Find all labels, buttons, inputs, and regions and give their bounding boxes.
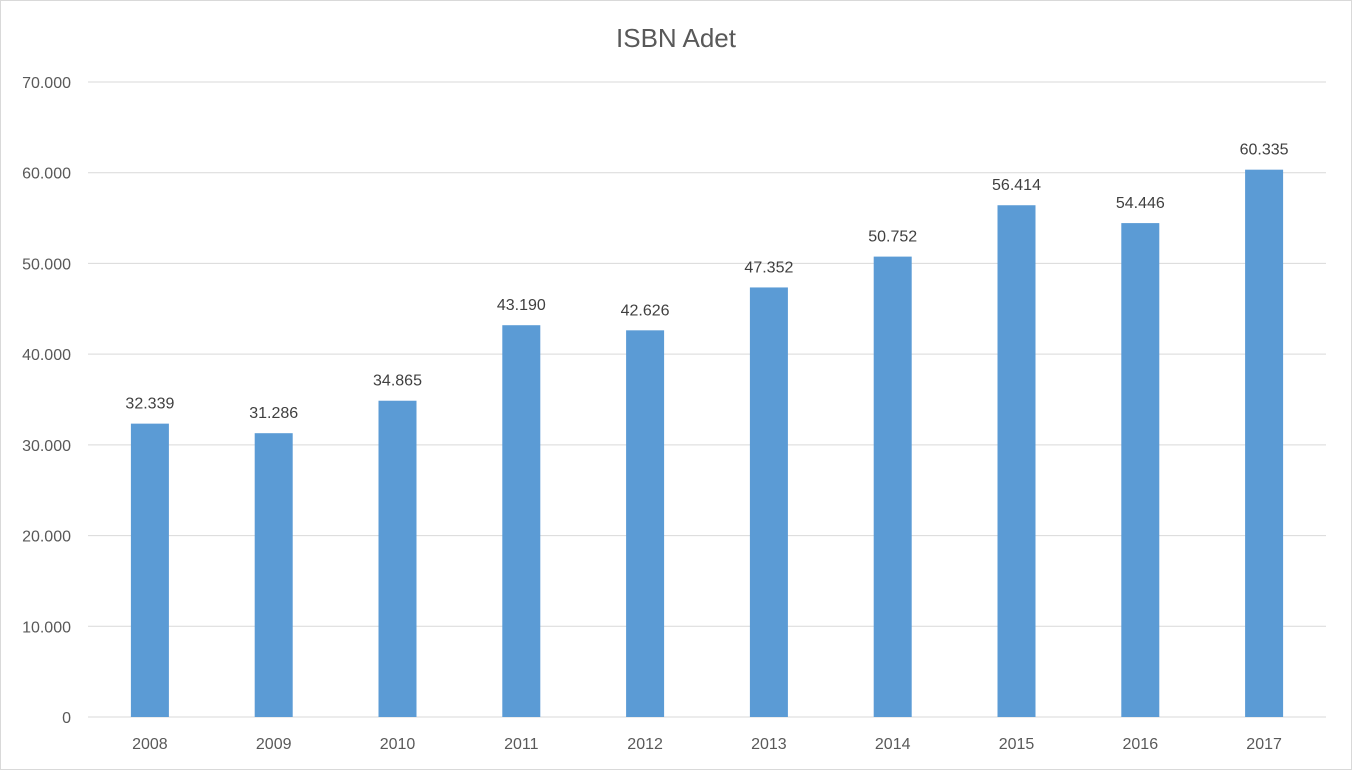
x-tick-label-2017: 2017 — [1246, 736, 1282, 753]
bar-2013 — [749, 287, 788, 717]
data-label-2014: 50.752 — [868, 229, 917, 246]
x-tick-label-2012: 2012 — [627, 736, 663, 753]
bar-2014 — [873, 256, 912, 717]
bar-2016 — [1121, 223, 1160, 718]
bar-2010 — [378, 400, 417, 717]
bar-2011 — [502, 325, 541, 717]
x-tick-label-2009: 2009 — [256, 736, 292, 753]
chart-title: ISBN Adet — [616, 23, 737, 53]
data-label-2008: 32.339 — [125, 396, 174, 413]
y-tick-label: 60.000 — [22, 166, 71, 183]
bar-2012 — [626, 330, 665, 717]
data-labels: 32.339 31.286 34.865 43.190 42.626 47.352 50.7… — [125, 142, 1288, 423]
bar-2015 — [997, 205, 1036, 717]
data-label-2009: 31.286 — [249, 405, 298, 422]
bar-2009 — [254, 433, 293, 717]
y-tick-label: 0 — [62, 710, 71, 727]
y-tick-label: 10.000 — [22, 619, 71, 636]
y-axis-ticks: 0 10.000 20.000 30.000 40.000 50.000 60.000 70.… — [22, 75, 71, 727]
x-axis-ticks: 2008 2009 2010 2011 2012 2013 2014 2015 2016 2017 — [132, 736, 1282, 753]
x-tick-label-2008: 2008 — [132, 736, 168, 753]
data-label-2010: 34.865 — [373, 373, 422, 390]
x-tick-label-2015: 2015 — [999, 736, 1035, 753]
bar-2008 — [130, 423, 169, 717]
y-tick-label: 30.000 — [22, 438, 71, 455]
x-tick-label-2013: 2013 — [751, 736, 787, 753]
x-tick-label-2014: 2014 — [875, 736, 911, 753]
data-label-2011: 43.190 — [497, 297, 546, 314]
data-label-2017: 60.335 — [1240, 142, 1289, 159]
data-label-2013: 47.352 — [744, 259, 793, 276]
y-tick-label: 50.000 — [22, 256, 71, 273]
data-label-2012: 42.626 — [621, 302, 670, 319]
data-label-2015: 56.414 — [992, 177, 1041, 194]
data-label-2016: 54.446 — [1116, 195, 1165, 212]
x-tick-label-2016: 2016 — [1123, 736, 1159, 753]
y-tick-label: 70.000 — [22, 75, 71, 92]
y-tick-label: 20.000 — [22, 529, 71, 546]
x-tick-label-2011: 2011 — [504, 736, 539, 753]
bar-2017 — [1245, 169, 1284, 717]
bars — [130, 169, 1284, 718]
y-tick-label: 40.000 — [22, 347, 71, 364]
x-tick-label-2010: 2010 — [380, 736, 416, 753]
gridlines — [88, 81, 1326, 718]
